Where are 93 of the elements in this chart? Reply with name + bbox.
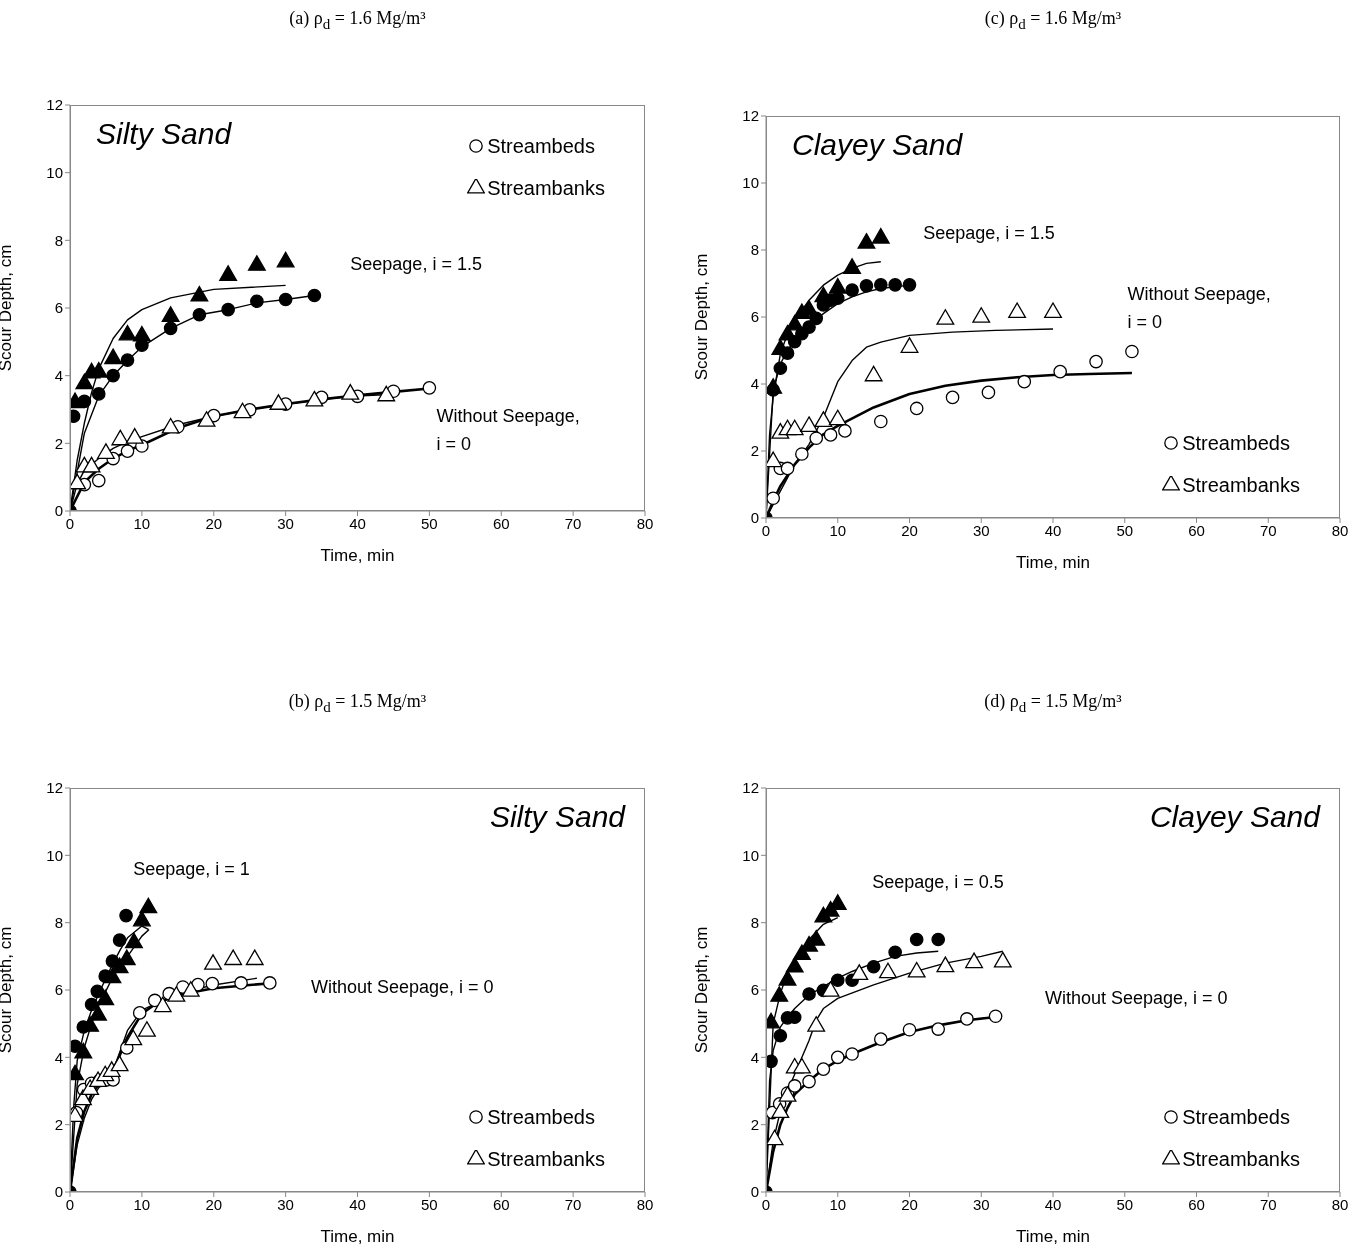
x-tick-label: 30 [277,514,294,532]
y-tick-label: 10 [46,163,63,181]
x-tick-label: 10 [133,1195,151,1213]
x-tick-label: 20 [901,1195,918,1213]
legend-label: Streambanks [1182,473,1300,497]
x-tick-label: 40 [1044,1195,1062,1213]
y-tick-label: 2 [54,1115,63,1133]
legend-label: Streambeds [487,1105,595,1129]
x-tick-label: 70 [564,1195,582,1213]
x-tick-label: 50 [1116,521,1134,539]
chart-title: (b) ρ$_{d}$ = 1.5 Mg/m³ [287,691,428,716]
x-tick-label: 70 [1259,1195,1277,1213]
x-tick-label: 70 [1259,521,1277,539]
y-tick-label: 8 [750,913,759,931]
chart-title: (a) ρ$_{d}$ = 1.6 Mg/m³ [288,8,427,33]
x-tick-label: 60 [492,1195,510,1213]
x-tick-label: 30 [972,1195,990,1213]
chart-subtitle: Clayey Sand [792,128,963,162]
y-tick-label: 8 [54,913,63,931]
y-axis-title: Scour Depth, cm [692,253,712,381]
y-tick-label: 10 [742,846,759,864]
legend-label: Streambanks [487,176,605,200]
y-tick-label: 12 [742,779,759,797]
x-tick-label: 80 [1331,521,1349,539]
x-tick-label: 20 [901,521,918,539]
x-tick-label: 40 [1044,521,1062,539]
legend-label: Streambeds [1182,1105,1290,1129]
annotation: Seepage, i = 0.5 [872,871,1004,895]
x-tick-label: 0 [761,1195,771,1213]
y-tick-label: 10 [742,174,759,192]
chart-subtitle: Silty Sand [96,117,232,151]
annotation: Seepage, i = 1.5 [350,253,482,277]
y-tick-label: 4 [54,366,63,384]
x-tick-label: 20 [205,514,223,532]
x-tick-label: 0 [761,521,771,539]
y-tick-label: 4 [750,375,759,393]
x-tick-label: 60 [492,514,510,532]
x-tick-label: 0 [65,514,75,532]
x-tick-label: 30 [277,1195,294,1213]
y-tick-label: 10 [46,846,63,864]
x-tick-label: 30 [972,521,990,539]
y-tick-label: 8 [54,231,63,249]
x-tick-label: 10 [829,521,847,539]
x-axis-title: Time, min [320,546,395,565]
y-axis-title: Scour Depth, cm [692,926,712,1054]
y-tick-label: 12 [46,96,63,114]
y-tick-label: 0 [54,502,63,520]
annotation: Seepage, i = 1 [133,857,250,881]
annotation: Without Seepage, i = 0 [310,975,494,999]
x-axis-title: Time, min [1016,1227,1090,1246]
annotation: Without Seepage, i = 0 [436,404,580,456]
x-tick-label: 50 [421,514,438,532]
y-tick-label: 12 [742,107,759,125]
y-tick-label: 4 [54,1048,63,1066]
legend-label: Streambeds [1182,431,1290,455]
y-tick-label: 6 [54,299,63,317]
x-tick-label: 60 [1188,521,1205,539]
x-tick-label: 60 [1188,1195,1205,1213]
y-tick-label: 0 [54,1183,63,1201]
annotation: Seepage, i = 1.5 [923,222,1055,246]
y-tick-label: 12 [46,779,63,797]
x-tick-label: 10 [829,1195,847,1213]
x-tick-label: 10 [133,514,151,532]
x-tick-label: 20 [205,1195,223,1213]
chart-subtitle: Silty Sand [489,800,625,834]
y-tick-label: 4 [750,1048,759,1066]
y-tick-label: 6 [750,981,759,999]
legend-label: Streambanks [487,1147,605,1171]
x-axis-title: Time, min [320,1227,395,1246]
legend-label: Streambeds [487,134,595,158]
y-tick-label: 2 [750,1115,759,1133]
chart-subtitle: Clayey Sand [1149,800,1320,834]
x-tick-label: 40 [349,514,366,532]
chart-title: (c) ρ$_{d}$ = 1.6 Mg/m³ [983,8,1123,33]
y-tick-label: 6 [750,308,759,326]
y-tick-label: 0 [750,1183,759,1201]
annotation: Without Seepage, i = 0 [1044,987,1228,1011]
legend-label: Streambanks [1182,1147,1300,1171]
x-tick-label: 80 [636,1195,654,1213]
x-tick-label: 0 [65,1195,75,1213]
x-tick-label: 50 [1116,1195,1134,1213]
x-tick-label: 70 [564,514,582,532]
x-axis-title: Time, min [1016,553,1090,572]
chart-title: (d) ρ$_{d}$ = 1.5 Mg/m³ [983,691,1123,716]
y-tick-label: 2 [54,434,63,452]
x-tick-label: 40 [349,1195,366,1213]
x-tick-label: 80 [1331,1195,1349,1213]
x-tick-label: 80 [636,514,654,532]
annotation: Without Seepage, i = 0 [1127,282,1271,334]
y-tick-label: 8 [750,241,759,259]
x-tick-label: 50 [421,1195,438,1213]
y-tick-label: 6 [54,981,63,999]
y-tick-label: 2 [750,442,759,460]
